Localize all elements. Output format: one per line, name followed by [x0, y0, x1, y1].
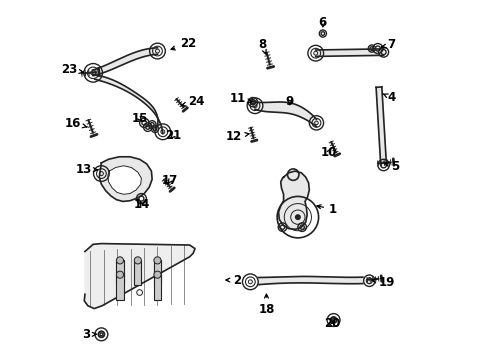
Text: 19: 19	[372, 276, 395, 289]
Text: 15: 15	[131, 112, 148, 125]
Polygon shape	[258, 276, 363, 285]
Circle shape	[296, 215, 300, 219]
Polygon shape	[93, 48, 157, 76]
Polygon shape	[84, 244, 195, 309]
Polygon shape	[255, 102, 317, 126]
Bar	[117, 275, 123, 300]
Bar	[117, 260, 123, 285]
Bar	[134, 260, 142, 285]
Text: 10: 10	[321, 146, 337, 159]
Text: 7: 7	[382, 39, 395, 51]
Text: 16: 16	[65, 117, 87, 130]
Polygon shape	[279, 171, 309, 229]
Polygon shape	[93, 75, 163, 134]
Polygon shape	[316, 49, 384, 57]
Text: 1: 1	[317, 203, 337, 216]
Text: 8: 8	[258, 39, 266, 54]
Text: 21: 21	[166, 129, 182, 142]
Text: 6: 6	[319, 16, 327, 29]
Text: 23: 23	[62, 63, 83, 76]
Circle shape	[117, 257, 123, 264]
Polygon shape	[376, 87, 387, 165]
Polygon shape	[108, 166, 142, 194]
Text: 22: 22	[171, 37, 196, 50]
Text: 9: 9	[286, 95, 294, 108]
Polygon shape	[99, 157, 152, 202]
Text: 4: 4	[383, 91, 396, 104]
Text: 5: 5	[385, 160, 400, 173]
Text: 11: 11	[229, 92, 252, 105]
Bar	[154, 260, 161, 285]
Text: 17: 17	[162, 174, 178, 187]
Text: 12: 12	[226, 130, 249, 143]
Circle shape	[117, 271, 123, 278]
Text: 18: 18	[258, 294, 274, 316]
Circle shape	[134, 257, 142, 264]
Text: 24: 24	[182, 95, 204, 108]
Circle shape	[154, 271, 161, 278]
Text: 13: 13	[76, 163, 98, 176]
Text: 2: 2	[226, 274, 242, 287]
Text: 14: 14	[134, 198, 150, 211]
Bar	[154, 275, 161, 300]
Text: 20: 20	[324, 317, 341, 330]
Circle shape	[154, 257, 161, 264]
Text: 3: 3	[82, 328, 97, 341]
